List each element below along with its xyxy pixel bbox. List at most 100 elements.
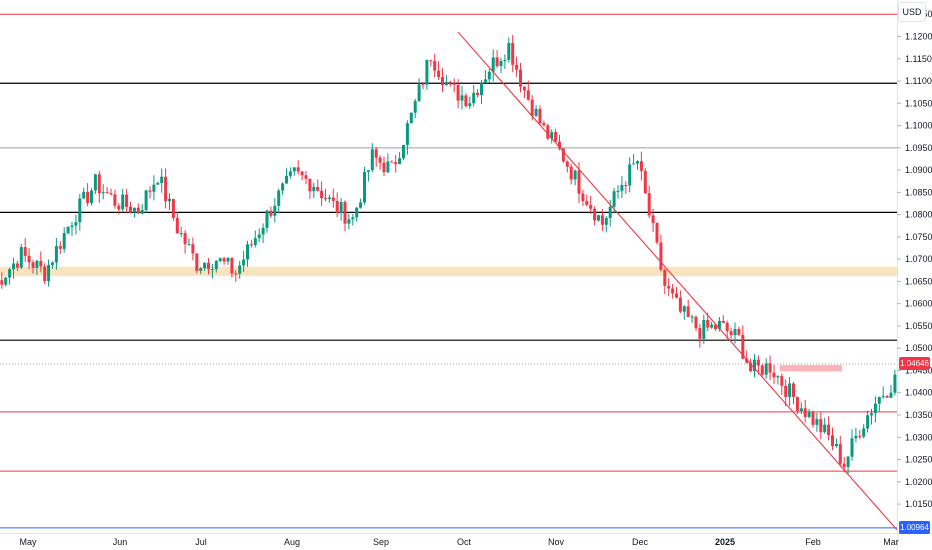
candle-up <box>152 184 156 192</box>
candle-up <box>47 264 51 281</box>
candle-down <box>374 149 378 158</box>
candle-down <box>316 186 320 191</box>
price-tick-label: 1.09000 <box>905 165 932 175</box>
candle-down <box>737 328 741 335</box>
price-tick-label: 1.08500 <box>905 187 932 197</box>
candle-up <box>19 247 23 268</box>
time-label-jun: Jun <box>113 537 128 547</box>
candle-up <box>355 207 359 218</box>
candle-up <box>226 258 230 262</box>
candle-up <box>877 396 881 404</box>
candle-up <box>834 444 838 447</box>
price-tick-label: 1.04000 <box>905 388 932 398</box>
candle-up <box>370 149 374 171</box>
candle-down <box>561 148 565 162</box>
candle-down <box>43 266 47 281</box>
time-label-dec: Dec <box>632 537 649 547</box>
price-tick-label: 1.11000 <box>905 76 932 86</box>
candle-down <box>15 263 19 268</box>
candle-down <box>686 306 690 318</box>
candle-up <box>409 112 413 124</box>
candle-up <box>261 227 265 235</box>
currency-button[interactable]: USD <box>898 2 926 22</box>
candle-up <box>753 359 756 372</box>
candle-down <box>530 99 534 116</box>
time-axis: May Jun Jul Aug Sep Oct Nov Dec 2025 Feb Mar <box>19 537 898 547</box>
candle-up <box>702 320 706 339</box>
candle-down <box>448 82 452 84</box>
resistance-zone <box>780 365 842 372</box>
candle-down <box>784 385 788 397</box>
candle-down <box>230 258 234 274</box>
candle-up <box>12 263 15 270</box>
candle-up <box>54 246 58 263</box>
candle-down <box>456 84 460 101</box>
candle-down <box>585 201 589 205</box>
time-label-feb: Feb <box>805 537 821 547</box>
candle-down <box>651 215 655 224</box>
candle-up <box>253 238 257 246</box>
candle-up <box>468 103 472 107</box>
price-axis: 1.01500 1.02000 1.02500 1.03000 1.03500 1.040… <box>897 9 932 509</box>
candle-down <box>842 463 846 468</box>
candle-up <box>444 82 448 86</box>
candle-up <box>347 219 351 224</box>
candle-down <box>678 297 682 312</box>
candle-down <box>838 444 842 464</box>
candle-up <box>846 456 850 468</box>
candle-down <box>760 365 764 375</box>
candle-up <box>363 171 366 203</box>
candle-up <box>776 376 780 378</box>
candle-down <box>725 322 729 332</box>
time-label-2025: 2025 <box>715 537 735 547</box>
candle-up <box>480 83 483 96</box>
candle-up <box>339 201 343 214</box>
candle-up <box>285 175 288 184</box>
candle-up <box>866 415 870 429</box>
candle-down <box>721 320 725 323</box>
candle-up <box>636 161 639 164</box>
candle-up <box>214 260 218 270</box>
candle-down <box>745 358 749 363</box>
candle-up <box>160 176 164 183</box>
candle-down <box>569 166 573 180</box>
candle-up <box>862 428 866 437</box>
price-tick-label: 1.03500 <box>905 410 932 420</box>
candle-up <box>472 92 476 104</box>
candle-up <box>799 408 803 411</box>
candle-up <box>210 269 214 271</box>
candle-down <box>706 320 710 328</box>
candle-down <box>522 86 526 91</box>
candle-down <box>694 316 698 329</box>
candle-down <box>249 244 253 246</box>
time-label-mar: Mar <box>883 537 899 547</box>
time-label-sep: Sep <box>373 537 389 547</box>
candle-down <box>792 383 795 397</box>
candle-down <box>452 83 456 85</box>
candle-down <box>39 260 43 267</box>
candle-down <box>772 372 776 378</box>
candle-up <box>8 269 12 278</box>
candle-down <box>663 269 667 286</box>
candle-up <box>620 185 624 191</box>
candle-up <box>273 205 277 216</box>
candle-down <box>639 161 643 171</box>
candles <box>0 34 897 475</box>
candle-up <box>66 226 70 234</box>
candle-down <box>300 171 304 176</box>
candle-down <box>768 363 772 373</box>
candle-up <box>327 197 331 199</box>
candle-down <box>811 411 815 425</box>
candle-down <box>343 201 347 224</box>
price-tick-label: 1.10000 <box>905 121 932 131</box>
candle-down <box>304 175 308 179</box>
candle-up <box>893 374 897 393</box>
candle-down <box>97 174 101 194</box>
candle-up <box>413 100 417 113</box>
candle-down <box>335 200 339 214</box>
candle-up <box>144 190 148 210</box>
candle-down <box>554 132 558 142</box>
candle-up <box>612 191 616 207</box>
candle-down <box>0 280 4 285</box>
